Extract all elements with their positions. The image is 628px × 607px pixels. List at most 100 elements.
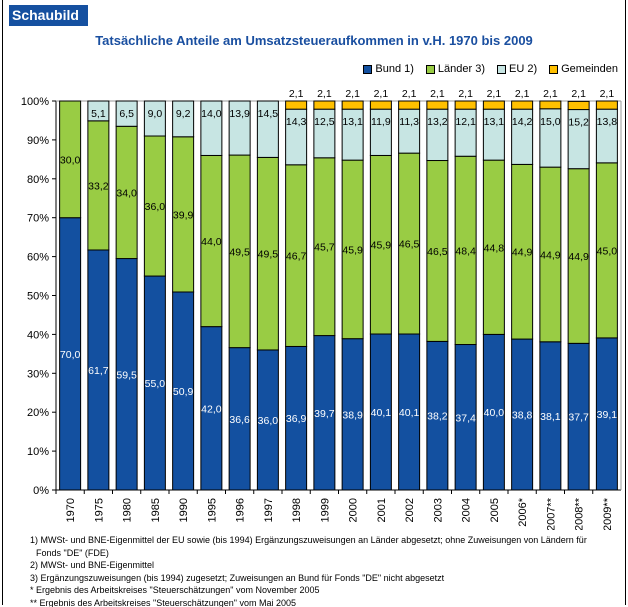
y-tick-label: 0% [33, 485, 49, 497]
data-label: 13,9 [229, 108, 250, 120]
bar-gemeinden [511, 100, 534, 110]
y-tick-label: 30% [27, 368, 49, 380]
x-tick-label: 2001 [376, 498, 388, 522]
data-label: 44,9 [540, 249, 561, 261]
data-label: 13,2 [427, 116, 448, 128]
data-label: 30,0 [60, 154, 81, 166]
x-tick-label: 2008** [574, 497, 586, 530]
x-tick-label: 1980 [122, 498, 134, 522]
data-label: 11,9 [371, 116, 391, 128]
data-label: 44,9 [568, 251, 589, 263]
data-label: 15,2 [568, 117, 589, 129]
data-label: 40,0 [484, 407, 505, 419]
bar-eu [172, 100, 195, 138]
data-label: 14,5 [258, 108, 279, 120]
x-tick-label: 1996 [235, 498, 247, 522]
data-label: 70,0 [60, 349, 81, 361]
legend-item: Länder 3) [425, 63, 485, 75]
data-label: 36,6 [229, 414, 250, 426]
bar-länder [59, 100, 82, 219]
data-label: 2,1 [374, 88, 389, 100]
x-tick-label: 2007** [545, 497, 557, 530]
data-label: 61,7 [88, 365, 109, 377]
data-label: 38,8 [512, 410, 533, 422]
data-label: 49,5 [258, 249, 279, 261]
data-label: 40,1 [399, 407, 420, 419]
data-label: 46,7 [286, 251, 307, 263]
data-label: 37,4 [455, 412, 476, 424]
data-label: 2,1 [458, 88, 473, 100]
legend-label: Gemeinden [561, 63, 618, 75]
bar-gemeinden [285, 100, 308, 110]
y-tick-label: 50% [27, 291, 49, 303]
legend-label: Länder 3) [437, 63, 485, 75]
data-label: 2,1 [487, 88, 502, 100]
x-tick-label: 2005 [489, 498, 501, 522]
footnotes: 1) MWSt- und BNE-Eigenmittel der EU sowi… [30, 534, 587, 607]
y-tick-label: 40% [27, 329, 49, 341]
data-label: 15,0 [540, 116, 561, 128]
bar-gemeinden [454, 100, 477, 110]
y-tick-label: 90% [27, 135, 49, 147]
legend-item: EU 2) [497, 63, 537, 75]
data-label: 44,8 [484, 242, 505, 254]
data-label: 36,9 [286, 413, 307, 425]
chart-title: Tatsächliche Anteile am Umsatzsteueraufk… [95, 33, 533, 48]
data-label: 45,0 [597, 245, 618, 257]
x-tick-label: 1995 [206, 498, 218, 522]
data-label: 13,1 [484, 116, 505, 128]
footnote: * Ergebnis des Arbeitskreises "Steuersch… [30, 585, 320, 595]
legend-swatch [425, 64, 435, 74]
x-tick-label: 1985 [150, 498, 162, 522]
x-tick-label: 2003 [432, 498, 444, 522]
data-label: 14,0 [201, 108, 222, 120]
data-label: 11,3 [399, 116, 419, 128]
x-tick-label: 2000 [348, 498, 360, 522]
footnote: ** Ergebnis des Arbeitskreises "Steuersc… [30, 597, 297, 607]
bar-gemeinden [567, 100, 590, 111]
bar-gemeinden [369, 100, 392, 110]
data-label: 46,5 [427, 246, 448, 258]
bar-gemeinden [595, 100, 618, 110]
footnote: Fonds "DE" (FDE) [36, 547, 109, 558]
data-label: 9,2 [176, 108, 191, 120]
data-label: 12,5 [314, 116, 335, 128]
data-label: 45,9 [371, 240, 392, 252]
data-label: 39,1 [597, 409, 618, 421]
data-label: 14,3 [286, 116, 307, 128]
data-label: 36,0 [258, 415, 279, 427]
data-label: 2,1 [543, 88, 558, 100]
y-tick-label: 60% [27, 252, 49, 264]
data-label: 2,1 [600, 88, 615, 100]
bar-eu [228, 100, 251, 156]
bar-eu [87, 100, 110, 122]
data-label: 59,5 [116, 369, 137, 381]
bar-eu [200, 100, 223, 156]
data-label: 12,1 [455, 116, 476, 128]
data-label: 45,7 [314, 242, 335, 254]
bar-gemeinden [426, 100, 449, 110]
x-tick-label: 1999 [319, 498, 331, 522]
data-label: 40,1 [371, 407, 392, 419]
data-label: 36,0 [145, 201, 166, 213]
data-label: 2,1 [317, 88, 332, 100]
data-label: 14,2 [512, 116, 533, 128]
legend-label: EU 2) [509, 63, 538, 75]
data-label: 5,1 [91, 108, 106, 120]
data-label: 38,9 [342, 409, 363, 421]
figure-badge: Schaubild 17 [9, 5, 88, 44]
data-label: 49,5 [229, 246, 250, 258]
legend: Bund 1) Länder 3) EU 2) Gemeinden [363, 63, 618, 75]
data-label: 2,1 [289, 88, 304, 100]
bar-eu [256, 100, 279, 158]
x-tick-label: 1975 [93, 498, 105, 522]
footnote: 3) Ergänzungszuweisungen (bis 1994) zuge… [30, 572, 445, 583]
legend-swatch [363, 64, 373, 74]
bar-gemeinden [539, 100, 562, 110]
data-label: 55,0 [145, 378, 166, 390]
data-label: 13,1 [342, 116, 363, 128]
chart: 0% 10% 20% 30% 40% 50% 60% 70% 80% 90% 100% 1970 70,… [21, 88, 622, 530]
data-label: 38,2 [427, 411, 448, 423]
